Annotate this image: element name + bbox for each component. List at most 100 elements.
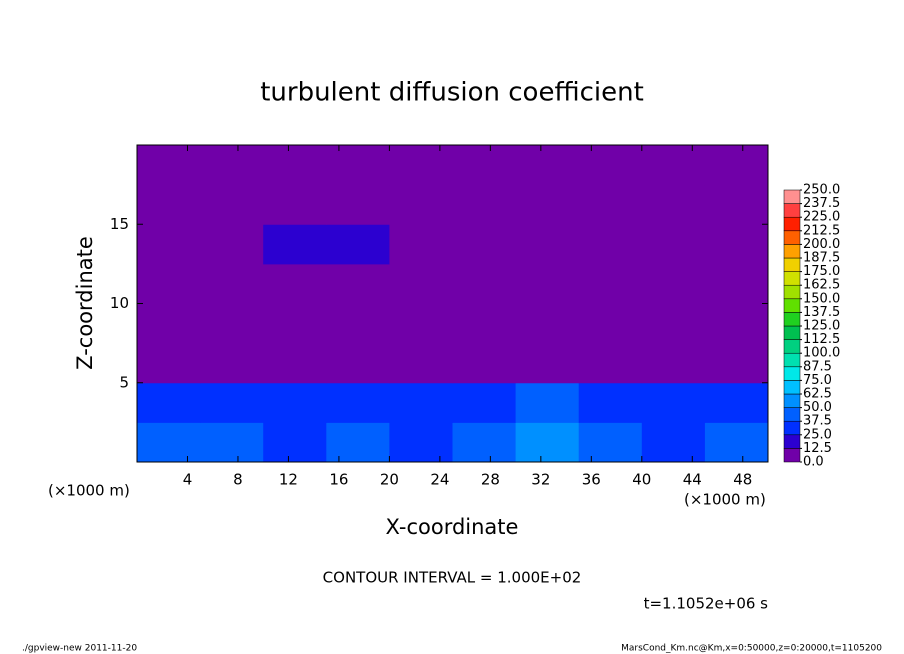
heat-cell (641, 343, 706, 384)
heat-cell (137, 184, 201, 225)
x-unit-left: (×1000 m) (48, 482, 130, 500)
colorbar-label: 37.5 (803, 414, 832, 429)
heat-cell (137, 145, 201, 186)
colorbar-swatch (783, 352, 801, 368)
colorbar-swatch (783, 380, 801, 395)
heat-cell (200, 184, 264, 225)
heat-cell (704, 382, 769, 423)
heat-cell (641, 184, 706, 225)
heat-cell (452, 422, 517, 463)
heat-cell (263, 145, 327, 186)
heat-cell (137, 263, 201, 304)
heat-cell (326, 382, 390, 423)
heat-cell (200, 303, 264, 344)
heat-cell (452, 382, 517, 423)
heat-cell (515, 184, 580, 225)
heat-cell (137, 224, 201, 265)
colorbar-label: 162.5 (803, 278, 840, 293)
heat-cell (200, 224, 264, 265)
colorbar-swatch (783, 448, 801, 463)
heat-cell (137, 303, 201, 344)
colorbar-label: 12.5 (803, 441, 832, 456)
colorbar-label: 100.0 (803, 346, 840, 361)
footer-right: MarsCond_Km.nc@Km,x=0:50000,z=0:20000,t=… (621, 644, 882, 654)
heat-cell (263, 184, 327, 225)
heat-cell (704, 224, 769, 265)
colorbar-swatch (783, 393, 801, 408)
colorbar-label: 250.0 (803, 183, 840, 198)
colorbar-swatch (783, 407, 801, 422)
heat-cell (389, 263, 453, 304)
heat-cell (389, 303, 453, 344)
heat-cell (515, 145, 580, 186)
x-tick-label: 4 (183, 471, 193, 489)
colorbar-label: 137.5 (803, 305, 840, 320)
colorbar-swatch (783, 420, 801, 436)
colorbar-label: 62.5 (803, 387, 832, 402)
heat-cell (389, 145, 453, 186)
colorbar-label: 112.5 (803, 332, 840, 347)
y-tick-label: 10 (110, 294, 129, 312)
heat-cell (515, 343, 580, 384)
heat-cell (263, 343, 327, 384)
colorbar-label: 75.0 (803, 373, 832, 388)
heat-cell (326, 145, 390, 186)
x-tick-label: 16 (329, 471, 348, 489)
heat-cell (326, 184, 390, 225)
colorbar-label: 187.5 (803, 251, 840, 266)
colorbar-swatch (783, 366, 801, 381)
footer-left: ./gpview-new 2011-11-20 (22, 644, 137, 654)
heat-cell (200, 343, 264, 384)
heat-cell (704, 184, 769, 225)
heat-cell (389, 382, 453, 423)
heat-cell (137, 343, 201, 384)
heat-cell (578, 263, 643, 304)
x-tick-label: 48 (733, 471, 752, 489)
heat-cell (326, 303, 390, 344)
x-tick-label: 20 (380, 471, 399, 489)
heat-cell (326, 343, 390, 384)
colorbar-swatch (783, 312, 801, 327)
heat-cell (704, 422, 769, 463)
x-tick-label: 32 (531, 471, 550, 489)
heat-cell (452, 343, 517, 384)
heat-cell (641, 145, 706, 186)
colorbar-swatch (783, 339, 801, 354)
heat-cell (641, 382, 706, 423)
heat-cell (200, 145, 264, 186)
heat-cell (452, 184, 517, 225)
heat-cell (515, 224, 580, 265)
heat-cell (578, 422, 643, 463)
heat-cell (641, 224, 706, 265)
heat-cell (452, 224, 517, 265)
heat-cell (326, 263, 390, 304)
heat-cell (263, 303, 327, 344)
colorbar-label: 125.0 (803, 319, 840, 334)
heat-cell (515, 382, 580, 423)
heat-cell (263, 422, 327, 463)
heat-cell (578, 343, 643, 384)
heat-cell (326, 422, 390, 463)
heat-cell (515, 303, 580, 344)
colorbar-swatch (783, 216, 801, 232)
y-tick-label: 5 (119, 373, 129, 391)
heat-cell (452, 145, 517, 186)
colorbar-label: 175.0 (803, 264, 840, 279)
colorbar-label: 25.0 (803, 427, 832, 442)
heat-cell (137, 382, 201, 423)
colorbar-swatch (783, 244, 801, 259)
heat-cell (137, 422, 201, 463)
x-tick-label: 44 (683, 471, 702, 489)
heat-cell (578, 145, 643, 186)
heat-cell (578, 303, 643, 344)
heat-cell (263, 382, 327, 423)
heat-cell (389, 422, 453, 463)
colorbar-label: 0.0 (803, 455, 824, 470)
heat-cell (578, 224, 643, 265)
heat-cell (704, 303, 769, 344)
colorbar-label: 237.5 (803, 196, 840, 211)
x-tick-label: 12 (279, 471, 298, 489)
colorbar-label: 225.0 (803, 210, 840, 225)
